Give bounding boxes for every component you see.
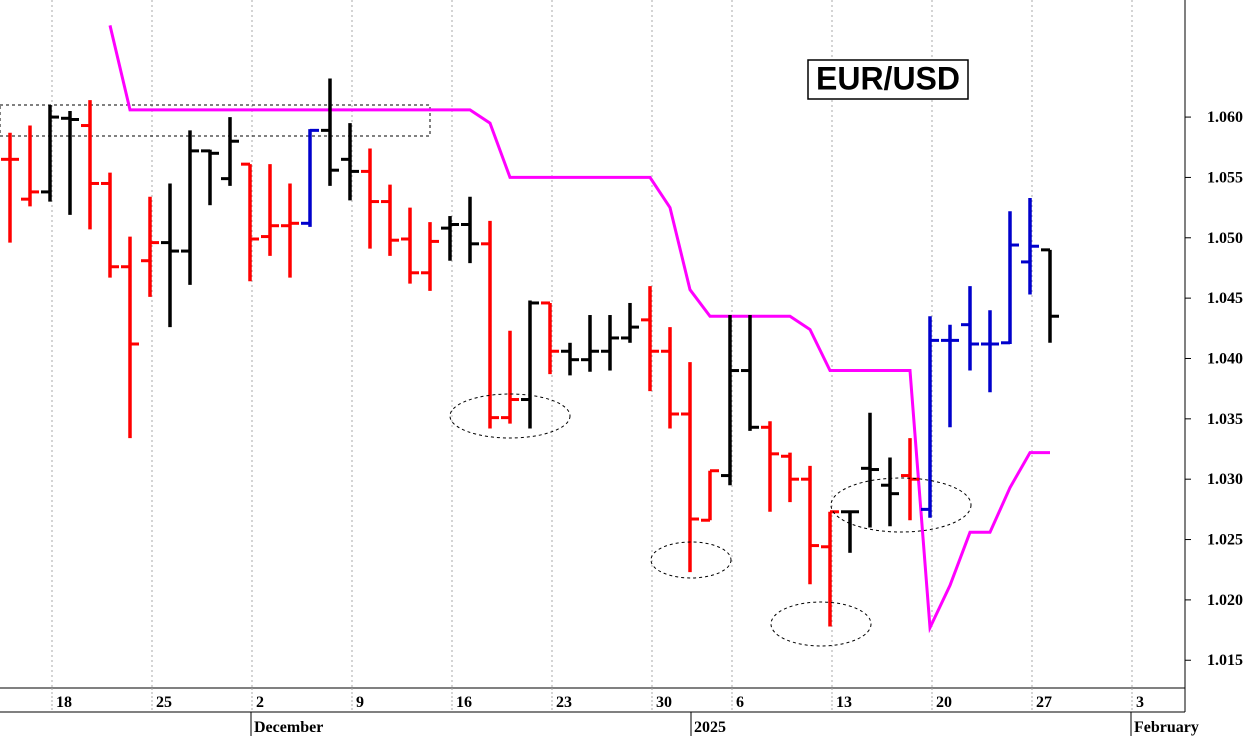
range-box [0,104,431,137]
y-tick-label: 1.045 [1207,290,1243,307]
x-tick-label: 3 [1136,694,1144,711]
y-tick-label: 1.055 [1207,169,1243,186]
x-tick-label: 25 [156,694,172,711]
y-tick-label: 1.025 [1207,532,1243,549]
x-tick-label: 13 [836,694,852,711]
y-tick-label: 1.040 [1207,350,1243,367]
x-tick-label: 30 [656,694,672,711]
month-label: 2025 [694,719,726,736]
month-label: December [254,719,323,736]
y-tick-label: 1.060 [1207,109,1243,126]
y-tick-label: 1.050 [1207,230,1243,247]
x-tick-label: 23 [556,694,572,711]
month-label: February [1134,719,1199,736]
title-box [807,59,969,100]
y-tick-label: 1.020 [1207,592,1243,609]
annotation-ellipse [830,477,972,533]
x-tick-label: 9 [356,694,364,711]
x-tick-label: 2 [256,694,264,711]
annotation-ellipse [449,393,571,439]
annotation-ellipse [770,601,872,647]
chart-title: EUR/USD [816,60,960,96]
y-tick-label: 1.030 [1207,471,1243,488]
stop-line [108,25,1050,634]
y-tick-label: 1.035 [1207,411,1243,428]
y-tick-label: 1.015 [1207,652,1243,669]
x-tick-label: 18 [56,694,72,711]
x-tick-label: 27 [1036,694,1052,711]
x-tick-label: 16 [456,694,472,711]
x-tick-label: 20 [936,694,952,711]
axes: 1.015 1.020 1.025 1.030 1.035 1.040 1.045 1.050… [51,109,1243,736]
annotation-ellipse [650,541,732,579]
x-tick-label: 6 [736,694,744,711]
annotations [449,393,972,647]
plot-area [1,25,1059,634]
